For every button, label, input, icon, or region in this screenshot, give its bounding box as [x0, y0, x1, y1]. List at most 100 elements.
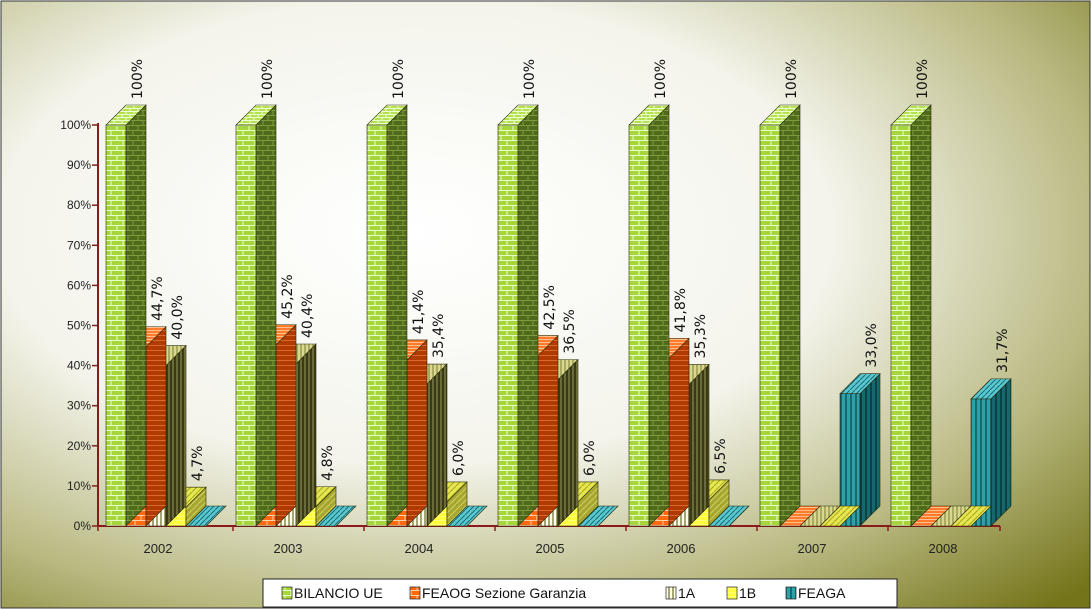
bar-feaga-2007-top — [839, 373, 881, 394]
bar-bilancio-ue-2007-side — [779, 104, 801, 527]
legend-swatch — [785, 586, 797, 600]
data-label: 100% — [130, 59, 146, 99]
bar-bilancio-ue-2003-top — [235, 104, 277, 126]
data-label: 6,0% — [582, 440, 598, 476]
bar-bilancio-ue-2008-side — [910, 104, 932, 527]
data-label: 45,2% — [280, 274, 296, 318]
bar-bilancio-ue-2006 — [628, 104, 670, 527]
legend-label: FEAOG Sezione Garanzia — [422, 585, 586, 601]
bars-layer — [105, 104, 1012, 527]
data-label: 31,7% — [995, 328, 1011, 372]
data-label: 44,7% — [150, 276, 166, 320]
bar-bilancio-ue-2007 — [759, 104, 801, 527]
legend-label: 1A — [678, 585, 696, 601]
bar-feaog-sezione-garanzia-2006-side — [668, 337, 690, 527]
data-label: 41,8% — [673, 288, 689, 332]
x-tick-label: 2006 — [667, 541, 696, 556]
x-tick-label: 2007 — [798, 541, 827, 556]
bar-bilancio-ue-2004-side — [386, 104, 408, 527]
bar-feaog-sezione-garanzia-2003-side — [275, 324, 297, 527]
legend-swatch — [409, 586, 421, 600]
bar-feaga-2008-side — [990, 378, 1012, 527]
legend-item: 1B — [726, 585, 756, 601]
y-tick-label: 20% — [67, 439, 91, 453]
bar-feaga-2007-side — [859, 372, 881, 527]
bar-bilancio-ue-2002-side — [125, 104, 147, 527]
bar-bilancio-ue-2002-front — [105, 124, 127, 527]
bar-bilancio-ue-2008 — [890, 104, 932, 527]
data-label: 100% — [260, 59, 276, 99]
bar-bilancio-ue-2006-top — [628, 104, 670, 126]
bar-1a-2004-side — [426, 363, 448, 527]
data-label: 6,0% — [451, 440, 467, 476]
bar-bilancio-ue-2006-front — [628, 124, 650, 527]
legend-item: BILANCIO UE — [281, 585, 383, 601]
y-tick-label: 70% — [67, 238, 91, 252]
bar-bilancio-ue-2003-side — [255, 104, 277, 527]
x-tick-label: 2002 — [144, 541, 173, 556]
bar-bilancio-ue-2004 — [366, 104, 408, 527]
bar-feaog-sezione-garanzia-2005-side — [537, 334, 559, 527]
data-label: 100% — [653, 59, 669, 99]
data-label: 6,5% — [713, 438, 729, 474]
bar-feaga-2008-top — [970, 378, 1012, 400]
bar-bilancio-ue-2005 — [497, 104, 539, 527]
y-tick-label: 10% — [67, 479, 91, 493]
legend-label: BILANCIO UE — [294, 585, 383, 601]
y-tick-label: 100% — [60, 118, 91, 132]
x-tick-label: 2004 — [405, 541, 434, 556]
bar-bilancio-ue-2004-front — [366, 124, 388, 527]
data-label: 100% — [915, 59, 931, 99]
data-label: 40,0% — [170, 295, 186, 339]
x-tick-label: 2005 — [536, 541, 565, 556]
bar-bilancio-ue-2002 — [105, 104, 147, 527]
bar-bilancio-ue-2004-top — [366, 104, 408, 126]
legend-item: 1A — [665, 585, 696, 601]
bar-bilancio-ue-2005-front — [497, 124, 519, 527]
bar-bilancio-ue-2007-top — [759, 104, 801, 126]
bar-1a-2002-side — [165, 344, 187, 527]
data-label: 33,0% — [864, 323, 880, 367]
data-label: 4,7% — [190, 446, 206, 482]
bar-bilancio-ue-2007-front — [759, 124, 781, 527]
data-label: 41,4% — [411, 290, 427, 334]
legend-swatch — [726, 586, 738, 600]
bar-bilancio-ue-2008-top — [890, 104, 932, 126]
y-tick-label: 40% — [67, 359, 91, 373]
legend-swatch — [281, 586, 293, 600]
y-tick-label: 60% — [67, 278, 91, 292]
data-label: 35,4% — [431, 314, 447, 358]
legend-item: FEAOG Sezione Garanzia — [409, 585, 586, 601]
bar-bilancio-ue-2005-top — [497, 104, 539, 126]
legend-swatch — [665, 586, 677, 600]
bar-feaga-2008 — [970, 378, 1012, 527]
bar-bilancio-ue-2003 — [235, 104, 277, 527]
y-tick-label: 90% — [67, 158, 91, 172]
data-label: 100% — [784, 59, 800, 99]
x-tick-label: 2008 — [929, 541, 958, 556]
data-label: 42,5% — [542, 285, 558, 329]
data-label: 35,3% — [693, 314, 709, 358]
bar-1a-2005-side — [557, 358, 579, 527]
labels-layer: 4,7% 40,0%44,7% 100% 4,8% 40,4%45,2% 100% 6,0%… — [130, 59, 1011, 481]
bar-1a-2003-side — [295, 343, 317, 527]
legend-label: 1B — [739, 585, 756, 601]
bar-1a-2006-side — [688, 363, 710, 527]
y-tick-label: 80% — [67, 198, 91, 212]
data-label: 100% — [391, 59, 407, 99]
data-label: 100% — [522, 59, 538, 99]
bar-feaog-sezione-garanzia-2004-side — [406, 339, 428, 527]
bar-bilancio-ue-2006-side — [648, 104, 670, 527]
bar-bilancio-ue-2003-front — [235, 124, 257, 527]
legend-label: FEAGA — [798, 585, 846, 601]
data-label: 4,8% — [320, 445, 336, 481]
bar-bilancio-ue-2002-top — [105, 104, 147, 126]
y-tick-label: 30% — [67, 399, 91, 413]
bar-bilancio-ue-2008-front — [890, 124, 912, 527]
y-tick-label: 0% — [74, 519, 92, 533]
x-tick-label: 2003 — [274, 541, 303, 556]
y-tick-label: 50% — [67, 319, 91, 333]
bar-feaga-2007 — [839, 372, 881, 527]
